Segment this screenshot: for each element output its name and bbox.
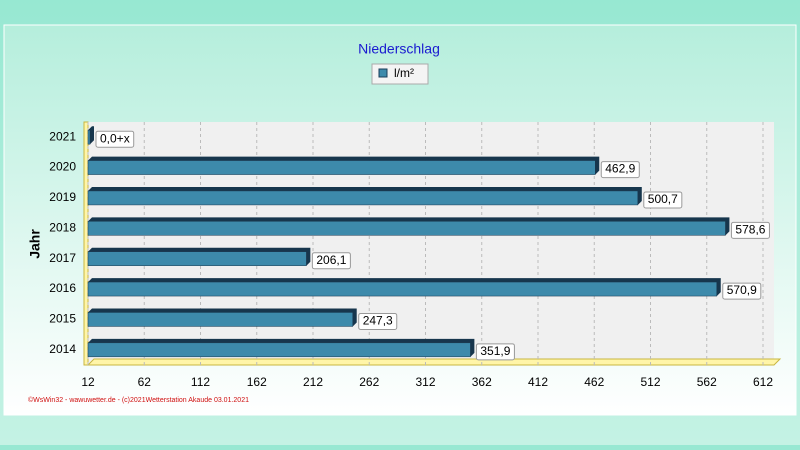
y-tick-label: 2018: [49, 220, 76, 234]
value-label: 570,9: [727, 283, 757, 297]
bar: [87, 221, 726, 236]
value-label-box: [643, 191, 683, 209]
legend-label: l/m²: [394, 66, 414, 80]
x-tick-label: 562: [697, 375, 717, 389]
y-tick-label: 2016: [49, 281, 76, 295]
value-label: 578,6: [735, 222, 765, 236]
bar: [87, 129, 91, 145]
bar-side: [88, 247, 311, 266]
bar: [87, 160, 596, 175]
value-label: 351,9: [480, 344, 510, 358]
bar-side: [88, 338, 475, 357]
y-tick-label: 2019: [49, 190, 76, 204]
y-tick-label: 2021: [49, 129, 76, 143]
y-tick-label: 2017: [49, 251, 76, 265]
footer: ©WsWin32 - wawuwetter.de - (c)2021Wetter…: [28, 396, 249, 404]
x-tick-label: 12: [81, 375, 95, 389]
bar: [87, 190, 639, 206]
x-tick-label: 362: [472, 375, 492, 389]
y-tick-label: 2020: [49, 160, 76, 174]
x-tick-label: 212: [303, 375, 323, 389]
value-label-box: [600, 161, 640, 179]
bar-side: [88, 308, 357, 327]
floor: [86, 358, 782, 366]
bar-side: [88, 217, 730, 236]
chart-title: Niederschlag: [358, 41, 440, 57]
value-label-box: [730, 221, 770, 239]
value-label: 206,1: [316, 253, 346, 267]
y-tick-label: 2015: [49, 312, 76, 326]
x-tick-label: 312: [415, 375, 435, 389]
bar-side: [88, 156, 600, 175]
value-label-box: [358, 312, 398, 330]
x-tick-label: 62: [138, 375, 152, 389]
bar-side: [88, 186, 642, 205]
x-tick-label: 162: [247, 375, 267, 389]
value-label-box: [475, 343, 515, 361]
y-tick-label: 2014: [49, 342, 76, 356]
x-tick-label: 612: [753, 375, 773, 389]
bar-side: [88, 126, 94, 145]
x-tick-label: 112: [191, 375, 210, 389]
value-label-box: [95, 130, 135, 148]
wall: [83, 121, 89, 366]
value-label: 0,0+x: [100, 131, 130, 145]
value-label: 247,3: [363, 314, 393, 328]
bar: [87, 312, 353, 327]
bar-side: [88, 278, 721, 297]
bar: [87, 342, 471, 358]
x-tick-label: 262: [359, 375, 379, 389]
bar: [87, 281, 718, 297]
y-axis-label: Jahr: [27, 229, 43, 259]
value-label-box: [722, 282, 762, 300]
x-tick-label: 462: [584, 375, 604, 389]
x-tick-label: 412: [528, 375, 548, 389]
bar: [87, 251, 307, 266]
value-label-box: [311, 252, 351, 270]
value-label: 462,9: [605, 162, 635, 176]
legend-swatch: [378, 68, 388, 78]
value-label: 500,7: [648, 192, 678, 206]
x-tick-label: 512: [640, 375, 660, 389]
